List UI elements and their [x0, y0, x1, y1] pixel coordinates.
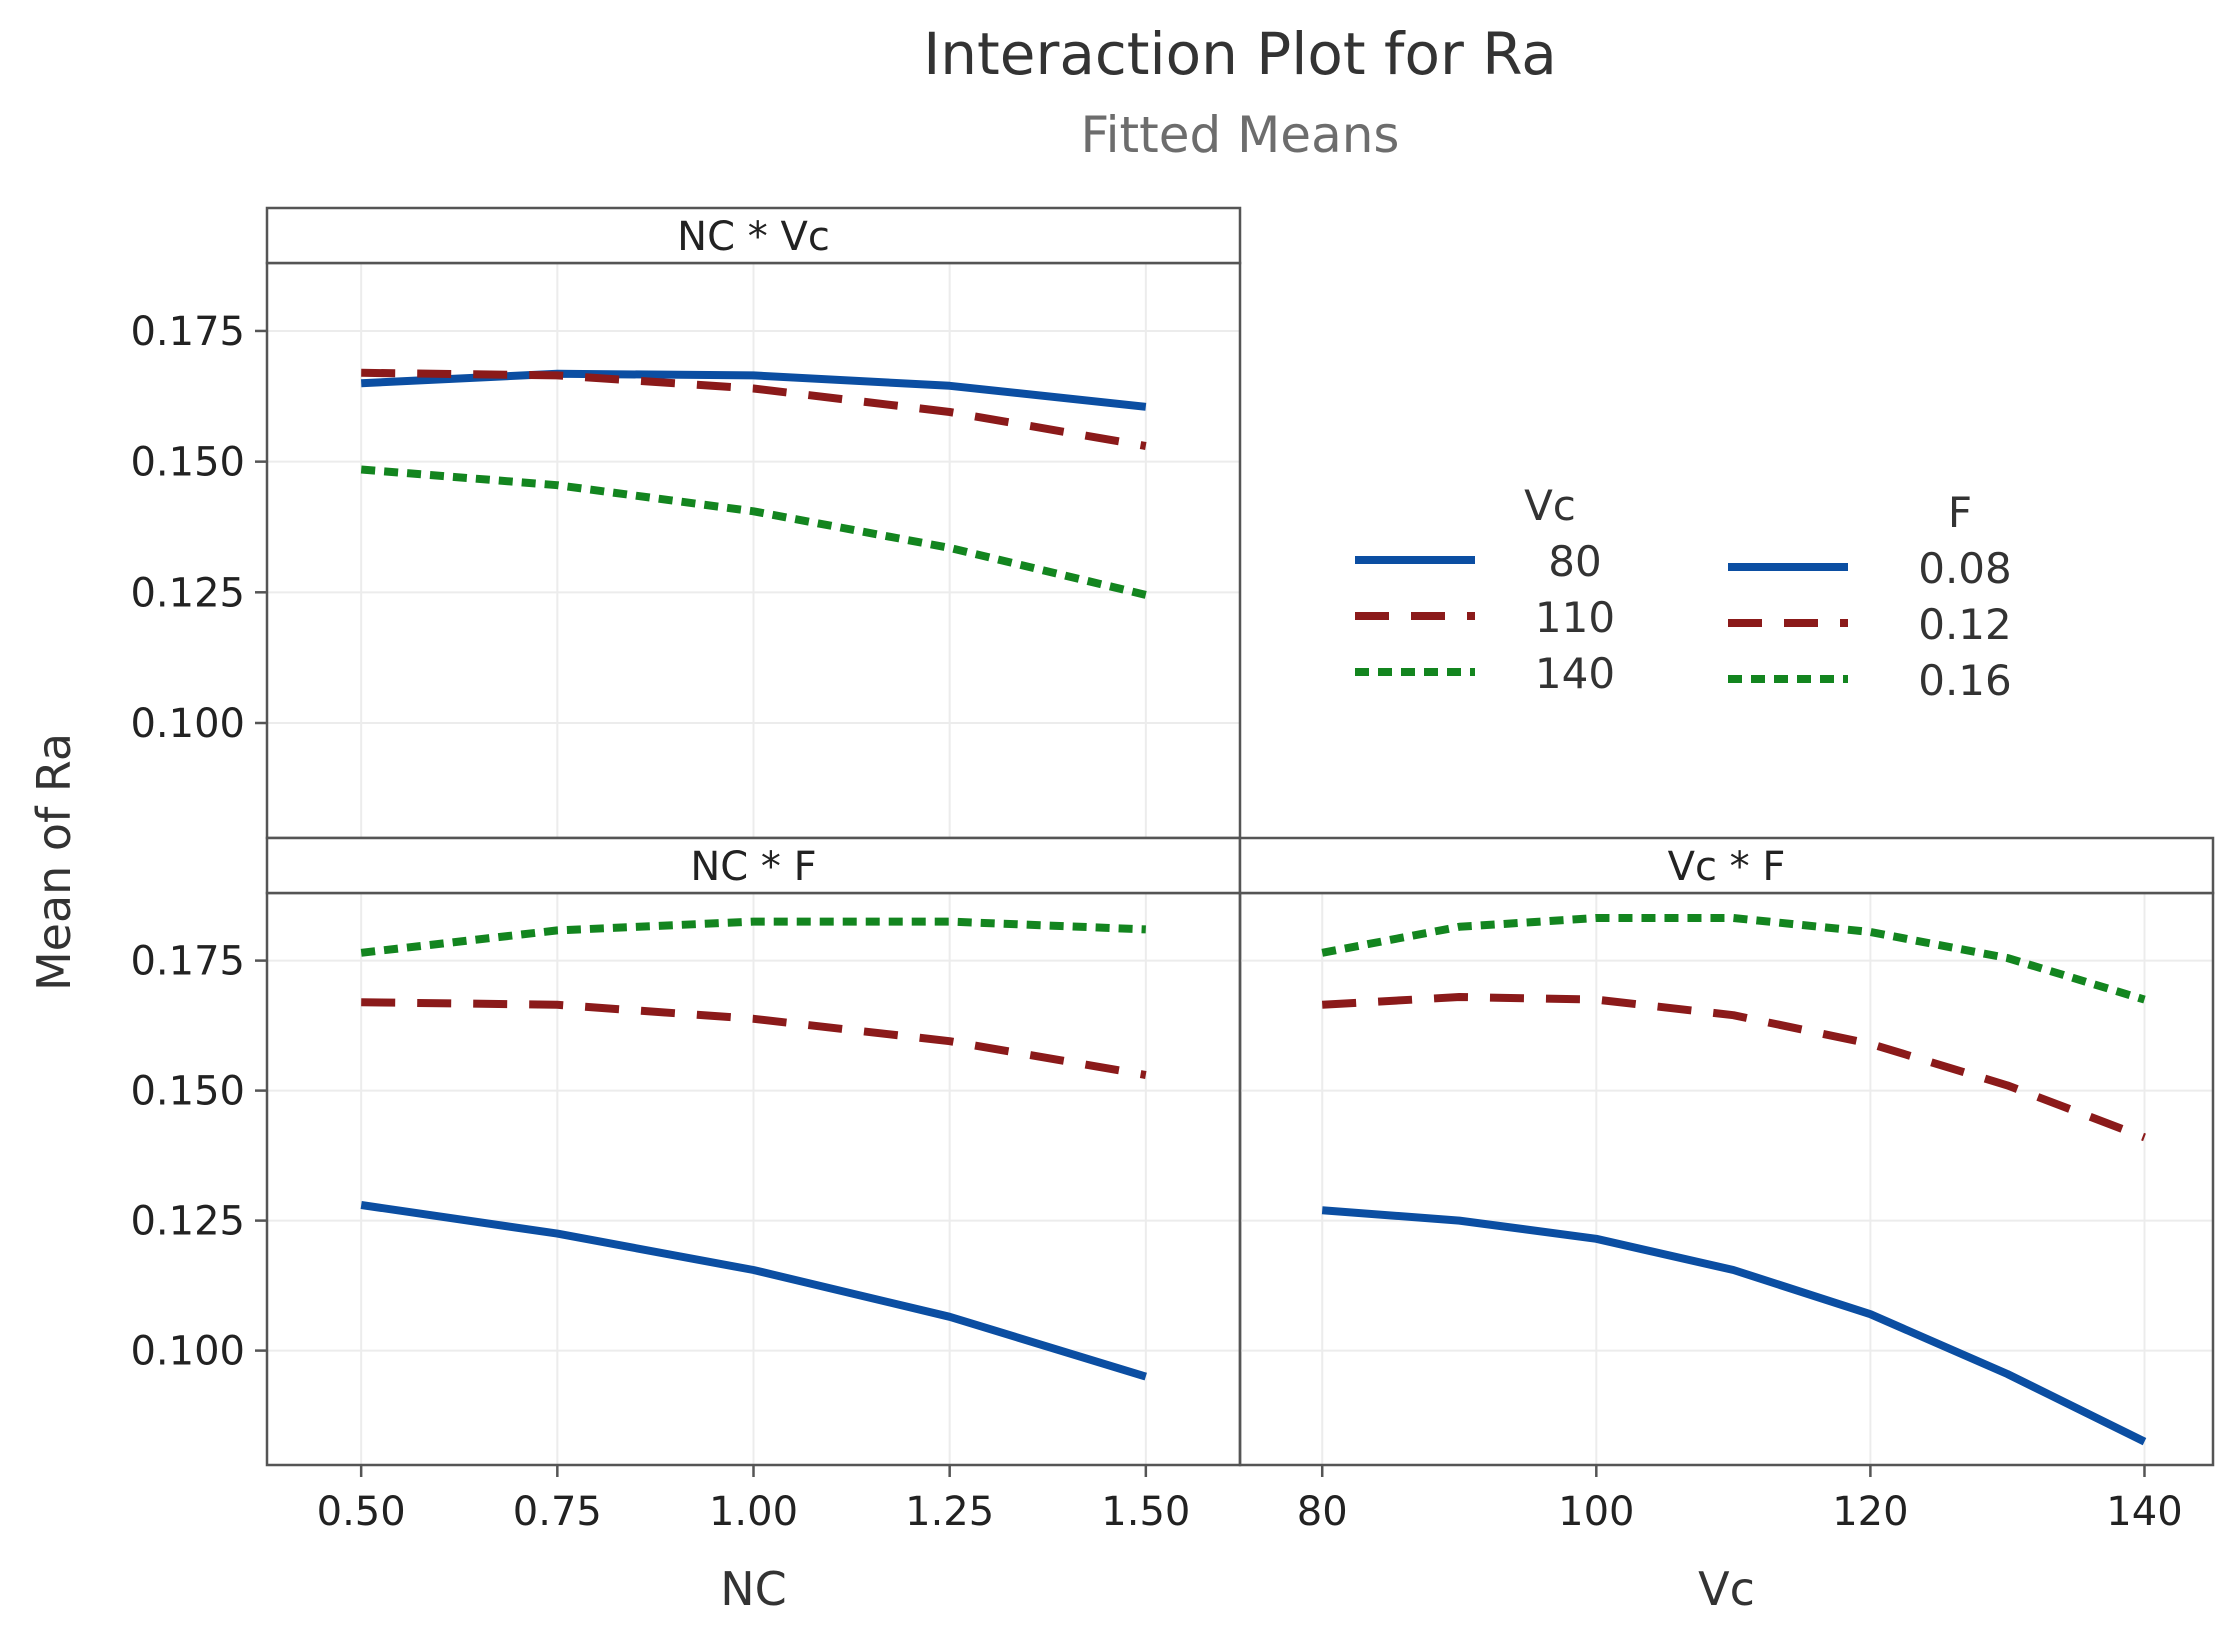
- legend-title: Vc: [1524, 481, 1576, 530]
- legend-label: 0.16: [1918, 656, 2012, 705]
- panel-strip: [1238, 836, 2215, 895]
- y-tick-label: 0.175: [130, 939, 245, 985]
- series-line: F = 0.16: [360, 917, 1146, 957]
- series-line: F = 0.08: [1321, 1206, 2147, 1446]
- series-line: Vc = 110: [361, 368, 1147, 450]
- y-tick-label: 0.150: [130, 1069, 245, 1115]
- legend-label: 80: [1548, 537, 1601, 586]
- panel-frame: [1238, 891, 2215, 1467]
- panel-vc-f: F = 0.08 F = 0.12F = 0.16 Vc * F 80 100 120 14…: [1238, 836, 2215, 1616]
- x-axis-label: Vc: [1698, 1562, 1755, 1616]
- legend-title: F: [1948, 488, 1972, 537]
- series-line: F = 0.12: [1321, 993, 2146, 1142]
- panel-strip-label: NC * F: [690, 844, 816, 890]
- legend-f: F 0.08 0.12 0.16: [1728, 488, 2012, 705]
- y-tick-label: 0.100: [130, 1329, 245, 1375]
- chart-title: Interaction Plot for Ra: [923, 20, 1557, 88]
- y-tick-label: 0.175: [130, 309, 245, 355]
- series-line: F = 0.12: [361, 998, 1147, 1079]
- y-tick-label: 0.150: [130, 440, 245, 486]
- chart-subtitle: Fitted Means: [1081, 106, 1400, 164]
- y-tick-label: 0.100: [130, 701, 245, 747]
- series-line: F = 0.16: [1321, 914, 2146, 1004]
- panel-strip: [265, 836, 1242, 895]
- legend-label: 0.08: [1918, 544, 2012, 593]
- legend-vc: Vc 80 110 140: [1355, 481, 1615, 698]
- legend-label: 0.12: [1918, 600, 2012, 649]
- legend-label: 110: [1535, 593, 1615, 642]
- y-tick-label: 0.125: [130, 1199, 245, 1245]
- legends: Vc 80 110 140 F 0.08 0.12 0.16: [1355, 481, 2012, 705]
- y-axis-label: Mean of Ra: [27, 733, 81, 991]
- x-tick-label: 1.50: [1101, 1489, 1190, 1535]
- panel-strip: [265, 206, 1242, 265]
- panel-strip-label: Vc * F: [1668, 844, 1786, 890]
- panel-strip-label: NC * Vc: [677, 214, 830, 260]
- x-tick-label: 120: [1832, 1489, 1908, 1535]
- x-tick-label: 1.25: [905, 1489, 994, 1535]
- panel-nc-vc: Vc = 80Vc = 110Vc = 140NC * Vc0.1000.125…: [130, 206, 1242, 840]
- x-tick-label: 0.50: [317, 1489, 406, 1535]
- panel-nc-f: F = 0.08 F = 0.12 F = 0.16 NC * F 0.100 0.125…: [130, 836, 1242, 1616]
- x-tick-label: 140: [2106, 1489, 2182, 1535]
- x-tick-label: 1.00: [709, 1489, 798, 1535]
- series-line: Vc = 140: [360, 465, 1147, 599]
- y-tick-label: 0.125: [130, 570, 245, 616]
- x-tick-label: 100: [1558, 1489, 1634, 1535]
- panels: Vc = 80Vc = 110Vc = 140NC * Vc0.1000.125…: [130, 206, 2215, 1616]
- x-tick-label: 80: [1297, 1489, 1348, 1535]
- legend-label: 140: [1535, 649, 1615, 698]
- x-axis-label: NC: [720, 1562, 787, 1616]
- series-line: F = 0.08: [360, 1201, 1147, 1381]
- x-tick-label: 0.75: [513, 1489, 602, 1535]
